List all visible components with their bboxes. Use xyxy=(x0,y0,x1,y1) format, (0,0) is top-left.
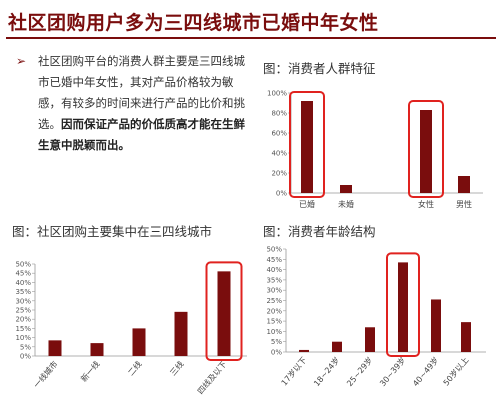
x-tick-label: 40~49岁 xyxy=(410,355,440,388)
y-tick-label: 5% xyxy=(271,338,282,346)
x-tick-label: 男性 xyxy=(456,199,472,209)
bar-city-tier xyxy=(48,340,62,356)
x-tick-label: 一线城市 xyxy=(31,359,59,390)
y-tick-label: 0% xyxy=(276,190,287,198)
x-tick-label: 18~24岁 xyxy=(311,355,341,388)
page-title: 社区团购用户多为三四线城市已婚中年女性 xyxy=(8,12,379,34)
bar-consumer-traits xyxy=(420,110,432,193)
summary-paragraph: 社区团购平台的消费人群主要是三四线城市已婚中年女性，其对产品价格较为敏感，有较多… xyxy=(38,51,248,156)
x-tick-label: 三线 xyxy=(168,359,186,378)
x-tick-label: 二线 xyxy=(126,359,144,378)
x-tick-label: 已婚 xyxy=(299,199,315,209)
bar-consumer-traits xyxy=(340,185,352,193)
y-tick-label: 30% xyxy=(15,297,31,305)
y-tick-label: 100% xyxy=(267,90,287,98)
highlight-box-city-tier xyxy=(205,261,243,361)
highlight-box-consumer-traits xyxy=(289,91,325,198)
y-tick-label: 20% xyxy=(266,307,282,315)
bar-consumer-traits xyxy=(301,101,313,193)
chart-title-consumer-traits: 图：消费者人群特征 xyxy=(263,61,376,76)
bar-city-tier xyxy=(90,343,104,356)
x-tick-label: 17岁以下 xyxy=(279,355,309,388)
y-tick-label: 10% xyxy=(266,328,282,336)
x-tick-label: 新一线 xyxy=(78,359,101,384)
y-tick-label: 45% xyxy=(15,270,31,278)
x-tick-label: 四线及以下 xyxy=(195,359,228,396)
x-tick-label: 女性 xyxy=(418,199,434,209)
x-tick-label: 30~39岁 xyxy=(377,355,407,388)
chart-title-city-tier: 图：社区团购主要集中在三四线城市 xyxy=(12,224,213,239)
bar-city-tier xyxy=(132,328,146,356)
bar-age-structure xyxy=(461,322,471,352)
chart-title-age-structure: 图：消费者年龄结构 xyxy=(263,224,376,239)
y-tick-label: 5% xyxy=(20,343,31,351)
y-tick-label: 25% xyxy=(15,307,31,315)
y-tick-label: 50% xyxy=(266,246,282,254)
bar-age-structure xyxy=(332,341,342,352)
y-tick-label: 35% xyxy=(15,288,31,296)
y-tick-label: 0% xyxy=(20,353,31,361)
y-tick-label: 50% xyxy=(15,261,31,269)
y-tick-label: 40% xyxy=(15,279,31,287)
y-tick-label: 15% xyxy=(266,318,282,326)
title-divider xyxy=(6,37,496,39)
y-tick-label: 20% xyxy=(15,316,31,324)
x-tick-label: 25~29岁 xyxy=(344,355,374,388)
y-tick-label: 40% xyxy=(271,150,287,158)
bar-age-structure xyxy=(299,349,309,352)
y-tick-label: 35% xyxy=(266,276,282,284)
bar-age-structure xyxy=(398,262,408,352)
y-tick-label: 15% xyxy=(15,325,31,333)
bar-age-structure xyxy=(365,327,375,352)
bar-city-tier xyxy=(174,311,188,356)
y-tick-label: 80% xyxy=(271,110,287,118)
summary-text-bold: 因而保证产品的价低质高才能在生鲜生意中脱颖而出。 xyxy=(38,117,245,152)
y-tick-label: 25% xyxy=(266,297,282,305)
highlight-box-age-structure xyxy=(386,252,420,357)
y-tick-label: 30% xyxy=(266,287,282,295)
y-tick-label: 20% xyxy=(271,170,287,178)
highlight-box-consumer-traits xyxy=(408,100,444,198)
bar-city-tier xyxy=(217,271,231,356)
bar-consumer-traits xyxy=(458,176,470,193)
y-tick-label: 0% xyxy=(271,349,282,357)
bar-age-structure xyxy=(431,299,441,352)
y-tick-label: 45% xyxy=(266,256,282,264)
y-tick-label: 10% xyxy=(15,334,31,342)
x-tick-label: 未婚 xyxy=(338,199,354,209)
y-tick-label: 60% xyxy=(271,130,287,138)
bullet-arrow-icon: ➢ xyxy=(16,54,27,68)
y-tick-label: 40% xyxy=(266,266,282,274)
x-tick-label: 50岁以上 xyxy=(441,355,471,388)
summary-text: 社区团购平台的消费人群主要是三四线城市已婚中年女性，其对产品价格较为敏感，有较多… xyxy=(38,54,245,131)
